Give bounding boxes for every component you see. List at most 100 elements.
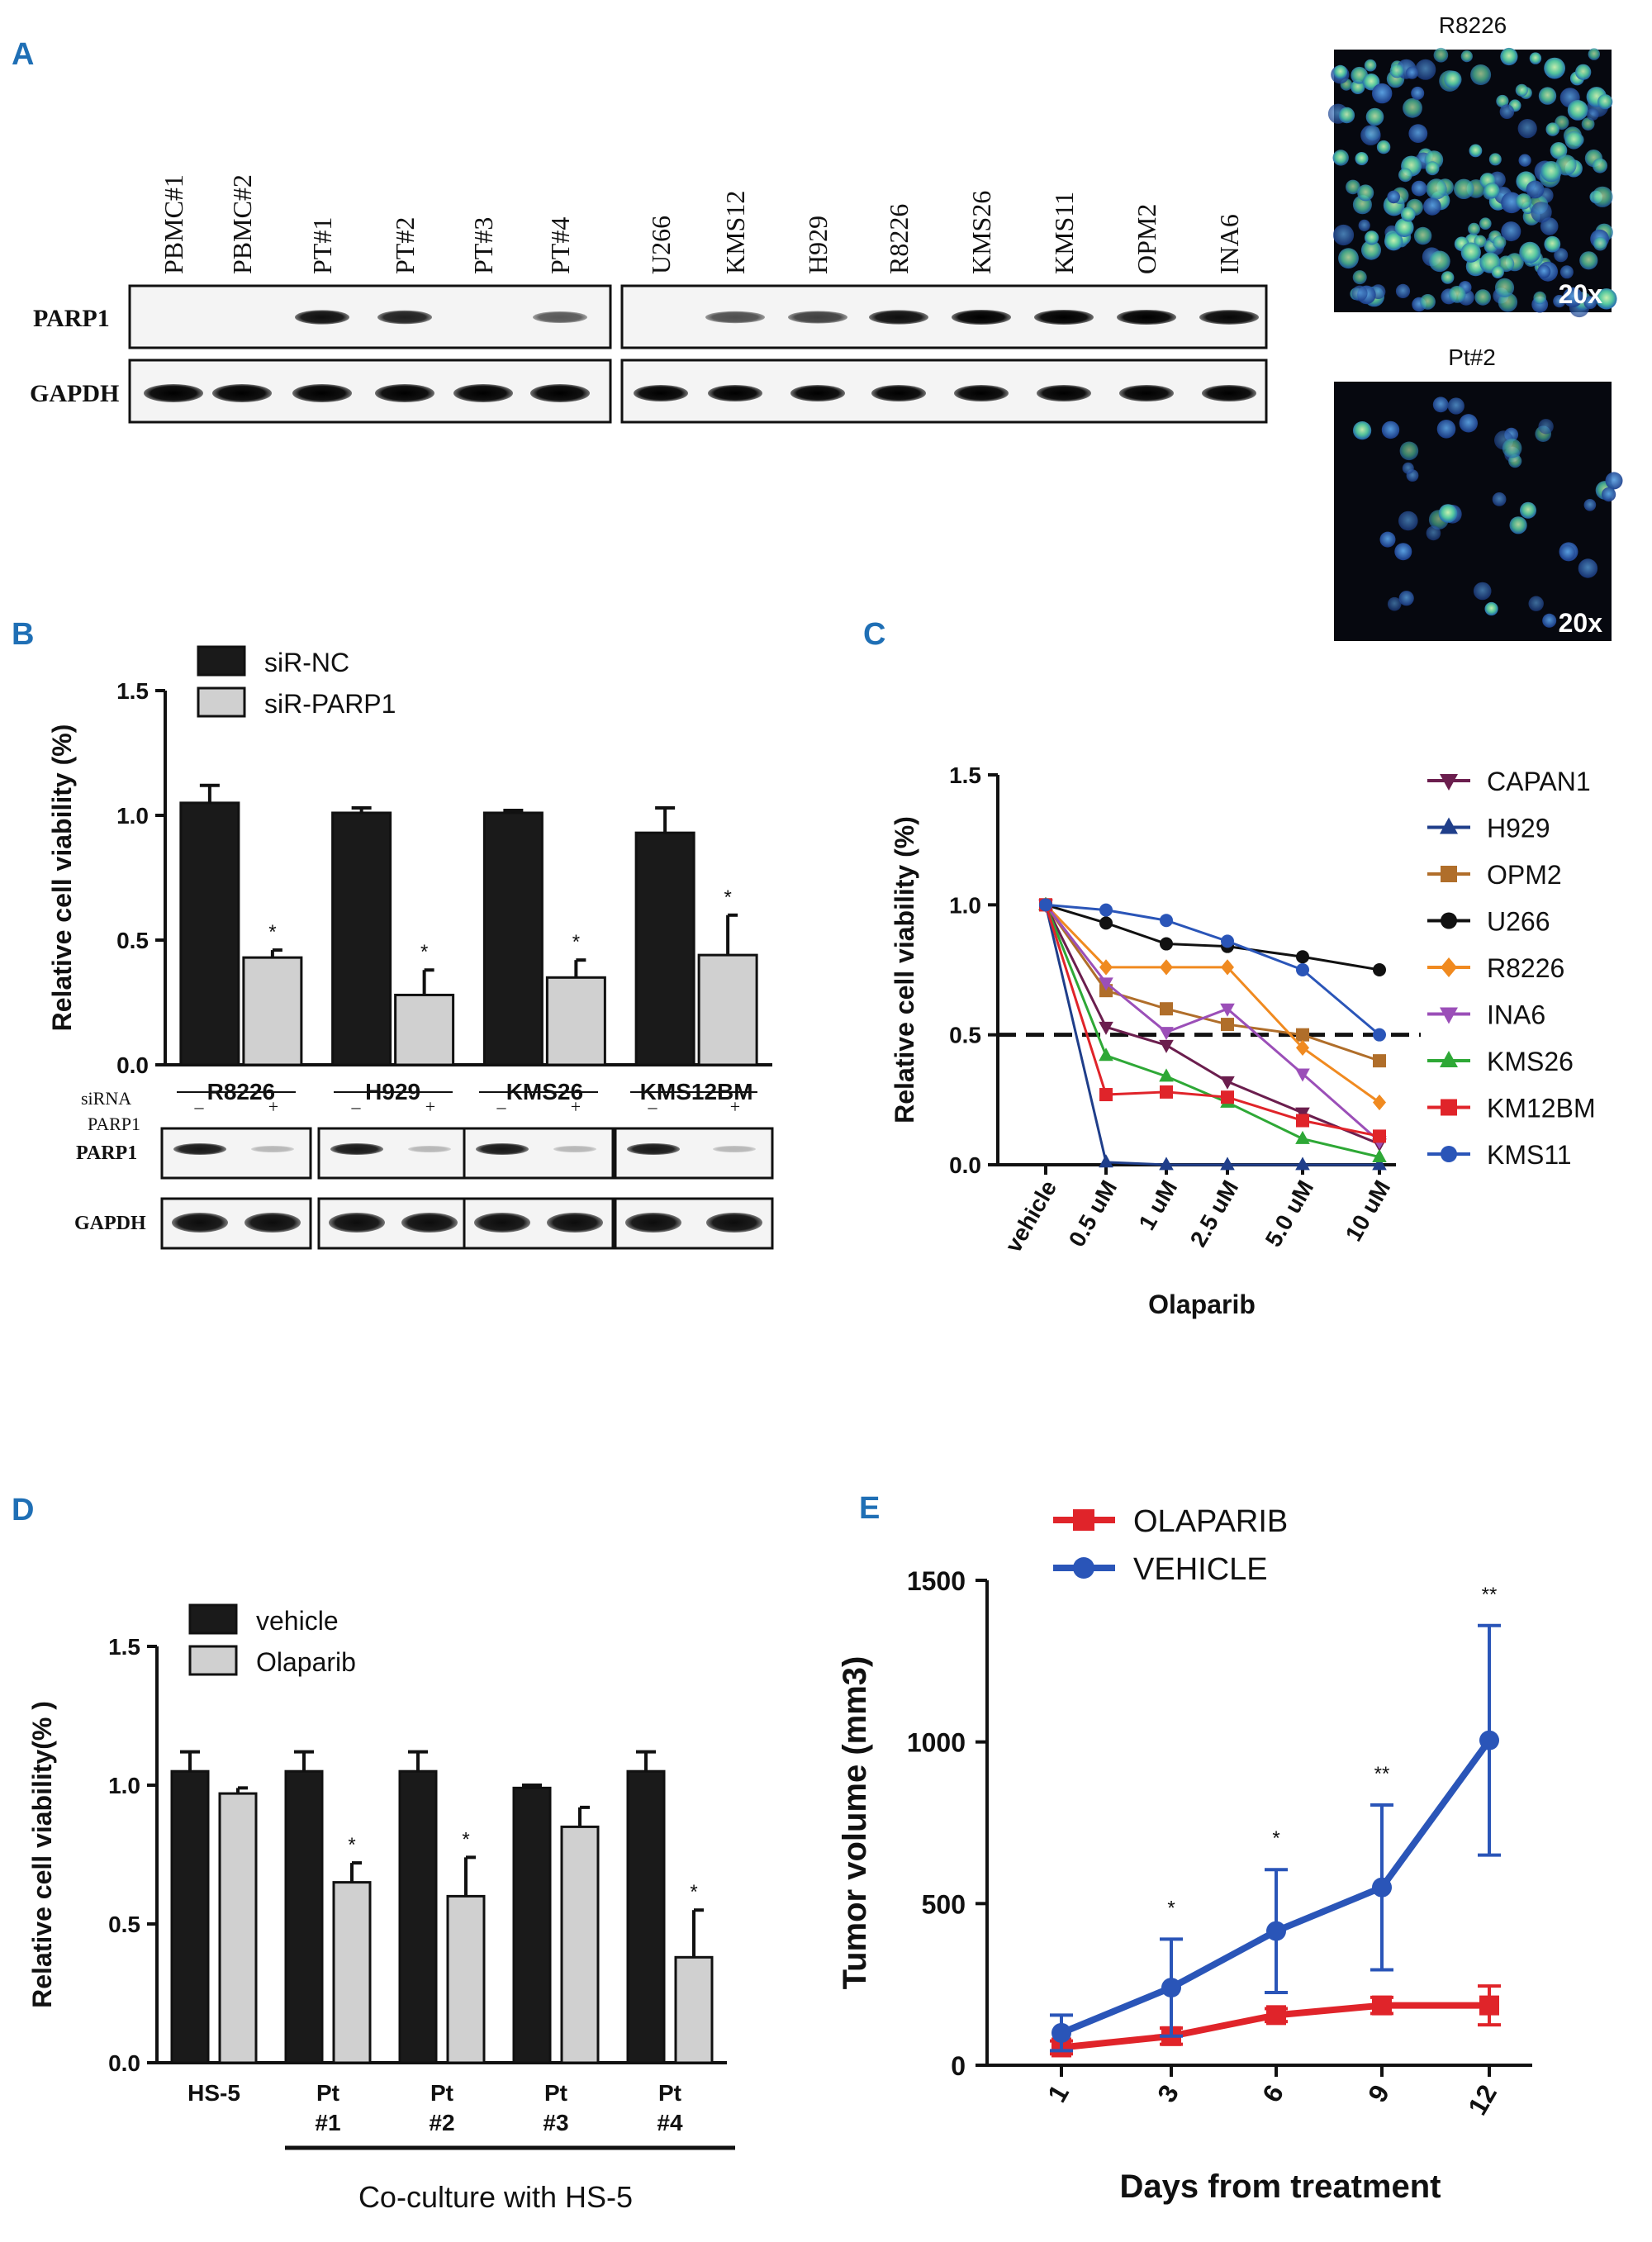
cell: [1529, 52, 1542, 64]
cell: [1583, 296, 1597, 310]
cell: [1538, 87, 1557, 105]
band: [401, 1213, 458, 1233]
cell: [1389, 64, 1404, 78]
point-kms11-5-0-um: [1296, 963, 1309, 976]
cell: [1402, 462, 1414, 474]
row-label-parp1: PARP1: [33, 305, 110, 332]
legend-label-kms11: KMS11: [1487, 1140, 1572, 1170]
blot-b-parp1-box-kms26: [463, 1127, 615, 1180]
cell: [1542, 613, 1557, 628]
y-tick-label: 1500: [907, 1566, 966, 1596]
bar-sir-parp1-kms26: [545, 976, 606, 1066]
panel-label-a: A: [12, 37, 34, 72]
micrograph-r8226-magnification: 20x: [1559, 279, 1603, 309]
point-opm2-10-um: [1373, 1054, 1386, 1068]
cell: [1470, 64, 1492, 85]
point-r8226-0-5-um: [1099, 959, 1113, 976]
point-r8226-1-um: [1160, 959, 1173, 976]
point-h929-1-um: [1159, 1157, 1174, 1171]
x-tick-label-vehicle: vehicle: [1000, 1176, 1061, 1257]
lane-label-ina6: INA6: [1214, 214, 1244, 274]
legend-marker-ina6: [1440, 1007, 1458, 1024]
cell: [1333, 64, 1348, 79]
significance-star: *: [462, 1828, 469, 1850]
cell: [1579, 251, 1598, 270]
cell: [1559, 544, 1575, 561]
blot-b: siRNA PARP1 PARP1 GAPDH – + – + – + – +: [74, 1088, 774, 1250]
category-label-pt-3: #3: [543, 2110, 568, 2135]
category-label-hs-5: HS-5: [188, 2080, 240, 2106]
bar-sir-parp1-h929: [394, 993, 455, 1066]
cell: [1491, 265, 1504, 278]
bar-sir-nc-kms26: [482, 811, 544, 1066]
bar-olaparib-pt-3: [560, 1825, 600, 2064]
cell: [1605, 472, 1623, 490]
legend-label-kms26: KMS26: [1487, 1047, 1574, 1076]
bar-vehicle-pt-4: [626, 1769, 666, 2064]
cell: [1447, 397, 1464, 415]
chart-b: 0.0 0.5 1.0 1.5 Relative cell viability (%) *…: [47, 645, 772, 1104]
cell: [1564, 131, 1583, 150]
cell: [1429, 250, 1450, 273]
category-label-pt-4: Pt: [658, 2080, 681, 2106]
category-label-pt-1: #1: [315, 2110, 340, 2135]
category-label-pt-4: #4: [657, 2110, 683, 2135]
point-vehicle-day-3: [1161, 1978, 1181, 1998]
band: [173, 1143, 226, 1155]
point-capan1-2-5-um: [1220, 1076, 1235, 1090]
cell: [1460, 242, 1481, 263]
cell: [1372, 83, 1393, 104]
point-km12bm-10-um: [1373, 1129, 1386, 1143]
cell: [1358, 219, 1370, 231]
cell: [1405, 66, 1418, 79]
x-axis-title: Days from treatment: [1119, 2168, 1441, 2205]
series-line-km12bm: [1044, 904, 1380, 1138]
lane-label-pbmc-1: PBMC#1: [159, 174, 188, 274]
point-u266-5-0-um: [1296, 950, 1309, 964]
point-u266-0-5-um: [1099, 916, 1113, 930]
point-olaparib-day-6: [1266, 2005, 1286, 2026]
bar-vehicle-pt-3: [512, 1786, 552, 2064]
series-line-kms26: [1044, 904, 1380, 1159]
lane-label-pbmc-2: PBMC#2: [227, 174, 257, 274]
significance-star: **: [1374, 1763, 1390, 1785]
cell: [1500, 47, 1518, 66]
cell: [1581, 117, 1595, 131]
cell: [1338, 107, 1355, 124]
micrograph-title-pt2: Pt#2: [1448, 344, 1496, 370]
cell: [1575, 64, 1592, 80]
category-label-pt-3: Pt: [544, 2080, 567, 2106]
parp1-band-kms11: [1034, 310, 1094, 325]
series-line-h929: [1044, 904, 1379, 1166]
point-h929-0-5-um: [1099, 1154, 1113, 1168]
legend-marker-kms26: [1440, 1051, 1458, 1067]
point-h929-5-0-um: [1295, 1157, 1310, 1171]
point-kms11-2-5-um: [1221, 934, 1234, 948]
lane-label-kms26: KMS26: [966, 191, 996, 274]
point-kms26-5-0-um: [1295, 1130, 1310, 1144]
point-kms11-vehicle: [1039, 898, 1052, 912]
legend-label-u266: U266: [1487, 907, 1550, 937]
cell: [1474, 289, 1491, 306]
parp1-band-pt-4: [533, 311, 587, 324]
cell: [1583, 499, 1597, 511]
x-tick-label-5-0-um: 5.0 uM: [1260, 1176, 1318, 1252]
cell: [1395, 283, 1411, 298]
cell: [1355, 152, 1369, 165]
significance-star: *: [724, 886, 731, 909]
micrograph-pt2-magnification: 20x: [1559, 608, 1603, 638]
blot-b-parp1-box-kms12bm: [614, 1127, 774, 1180]
lane-label-kms11: KMS11: [1049, 192, 1079, 274]
blot-gapdh-left: [128, 359, 612, 424]
gapdh-band-opm2: [1119, 385, 1174, 401]
cell: [1496, 94, 1509, 108]
series-line-opm2: [1044, 904, 1380, 1062]
cell: [1518, 154, 1531, 167]
y-tick-label: 0.0: [116, 1052, 149, 1078]
x-tick-label-6: 6: [1256, 2080, 1289, 2107]
significance-star: *: [268, 921, 276, 943]
point-vehicle-day-6: [1266, 1921, 1286, 1941]
band: [474, 1213, 530, 1233]
cell: [1420, 294, 1436, 310]
y-tick-label: 1.0: [116, 803, 149, 829]
